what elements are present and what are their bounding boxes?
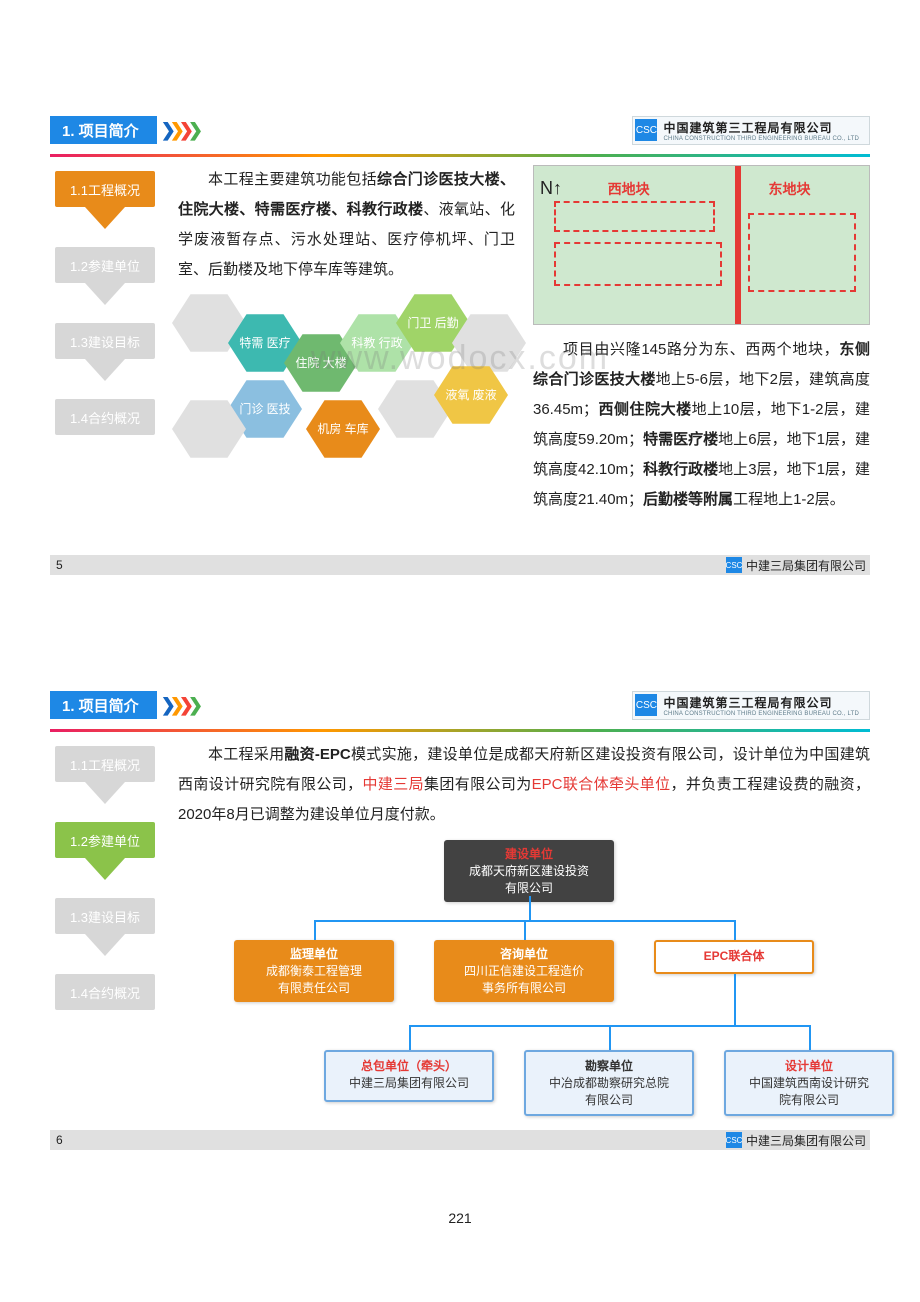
- nav-item-3: 1.3建设目标: [55, 323, 155, 359]
- hexagon-diagram: 特需 医疗 住院 大楼 科教 行政 门卫 后勤 门诊 医技 机房 车库 液氧 废…: [178, 291, 478, 481]
- nav-item-4: 1.4合约概况: [55, 974, 155, 1010]
- footer-logo: CSC 中建三局集团有限公司: [722, 557, 870, 574]
- section-title-box: 1. 项目简介 ❯❯❯❯: [50, 116, 197, 144]
- title-chevrons-icon: ❯❯❯❯: [161, 116, 197, 144]
- slide-5: 1. 项目简介 ❯❯❯❯ CSC 中国建筑第三工程局有限公司 CHINA CON…: [50, 110, 870, 575]
- org-node: 总包单位（牵头）中建三局集团有限公司: [324, 1050, 494, 1102]
- nav-item-2: 1.2参建单位: [55, 247, 155, 283]
- org-node: 勘察单位中冶成都勘察研究总院 有限公司: [524, 1050, 694, 1116]
- nav-arrow-icon: [85, 782, 125, 804]
- org-node: 咨询单位四川正信建设工程造价 事务所有限公司: [434, 940, 614, 1002]
- logo-icon: CSC: [635, 694, 657, 716]
- slide-6: 1. 项目简介 ❯❯❯❯ CSC 中国建筑第三工程局有限公司 CHINA CON…: [50, 685, 870, 1150]
- nav-item-4: 1.4合约概况: [55, 399, 155, 435]
- site-block: [554, 242, 722, 286]
- slide-footer: 5 CSC 中建三局集团有限公司: [50, 555, 870, 575]
- west-label: 西地块: [608, 175, 650, 203]
- para1-prefix: 本工程主要建筑功能包括: [208, 171, 377, 188]
- section-title: 1. 项目简介: [50, 116, 157, 144]
- org-node: 设计单位中国建筑西南设计研究 院有限公司: [724, 1050, 894, 1116]
- slide-page-number: 6: [56, 1133, 63, 1147]
- para2: 项目由兴隆145路分为东、西两个地块，东侧综合门诊医技大楼地上5-6层，地下2层…: [533, 335, 870, 515]
- logo-icon: CSC: [635, 119, 657, 141]
- left-column: 本工程主要建筑功能包括综合门诊医技大楼、住院大楼、特需医疗楼、科教行政楼、液氧站…: [178, 165, 515, 515]
- nav-arrow-icon: [85, 283, 125, 305]
- logo-icon: CSC: [726, 1132, 742, 1148]
- divider-gradient: [50, 154, 870, 157]
- logo-en: CHINA CONSTRUCTION THIRD ENGINEERING BUR…: [663, 136, 859, 142]
- footer-company: 中建三局集团有限公司: [746, 557, 866, 574]
- company-logo: CSC 中国建筑第三工程局有限公司 CHINA CONSTRUCTION THI…: [632, 691, 870, 720]
- nav-item-3: 1.3建设目标: [55, 898, 155, 934]
- slide-header: 1. 项目简介 ❯❯❯❯ CSC 中国建筑第三工程局有限公司 CHINA CON…: [50, 110, 870, 150]
- logo-cn: 中国建筑第三工程局有限公司: [663, 119, 859, 136]
- site-block: [554, 201, 715, 233]
- nav-item-2: 1.2参建单位: [55, 822, 155, 858]
- logo-en: CHINA CONSTRUCTION THIRD ENGINEERING BUR…: [663, 711, 859, 717]
- nav-arrow-icon: [85, 858, 125, 880]
- footer-company: 中建三局集团有限公司: [746, 1132, 866, 1149]
- org-node: EPC联合体: [654, 940, 814, 974]
- logo-icon: CSC: [726, 557, 742, 573]
- slide-footer: 6 CSC 中建三局集团有限公司: [50, 1130, 870, 1150]
- slide5-content: 本工程主要建筑功能包括综合门诊医技大楼、住院大楼、特需医疗楼、科教行政楼、液氧站…: [178, 165, 870, 545]
- site-block: [748, 213, 855, 292]
- org-chart: 建设单位成都天府新区建设投资 有限公司监理单位成都衡泰工程管理 有限责任公司咨询…: [204, 840, 844, 1120]
- slide6-content: 本工程采用融资-EPC模式实施，建设单位是成都天府新区建设投资有限公司，设计单位…: [178, 740, 870, 1120]
- nav-item-1: 1.1工程概况: [55, 171, 155, 207]
- nav-arrow-icon: [85, 934, 125, 956]
- document-page-number: 221: [0, 1210, 920, 1226]
- divider-gradient: [50, 729, 870, 732]
- hex-jifang: 机房 车库: [306, 397, 380, 461]
- org-node: 建设单位成都天府新区建设投资 有限公司: [444, 840, 614, 902]
- logo-cn: 中国建筑第三工程局有限公司: [663, 694, 859, 711]
- right-column: N↑ 西地块 东地块 项目由兴隆145路分为东、西两个地块，东侧综合门诊医技大楼…: [533, 165, 870, 515]
- section-title: 1. 项目简介: [50, 691, 157, 719]
- footer-logo: CSC 中建三局集团有限公司: [722, 1132, 870, 1149]
- section-title-box: 1. 项目简介 ❯❯❯❯: [50, 691, 197, 719]
- nav-sidebar: 1.1工程概况 1.2参建单位 1.3建设目标 1.4合约概况: [50, 165, 160, 545]
- para6: 本工程采用融资-EPC模式实施，建设单位是成都天府新区建设投资有限公司，设计单位…: [178, 740, 870, 830]
- east-label: 东地块: [769, 175, 811, 203]
- slide-page-number: 5: [56, 558, 63, 572]
- company-logo: CSC 中国建筑第三工程局有限公司 CHINA CONSTRUCTION THI…: [632, 116, 870, 145]
- nav-arrow-icon: [85, 207, 125, 229]
- org-node: 监理单位成都衡泰工程管理 有限责任公司: [234, 940, 394, 1002]
- site-plan: N↑ 西地块 东地块: [533, 165, 870, 325]
- nav-arrow-icon: [85, 359, 125, 381]
- slide-header: 1. 项目简介 ❯❯❯❯ CSC 中国建筑第三工程局有限公司 CHINA CON…: [50, 685, 870, 725]
- nav-item-1: 1.1工程概况: [55, 746, 155, 782]
- title-chevrons-icon: ❯❯❯❯: [161, 691, 197, 719]
- site-plan-divider: [735, 166, 741, 324]
- nav-sidebar: 1.1工程概况 1.2参建单位 1.3建设目标 1.4合约概况: [50, 740, 160, 1120]
- para1: 本工程主要建筑功能包括综合门诊医技大楼、住院大楼、特需医疗楼、科教行政楼、液氧站…: [178, 165, 515, 285]
